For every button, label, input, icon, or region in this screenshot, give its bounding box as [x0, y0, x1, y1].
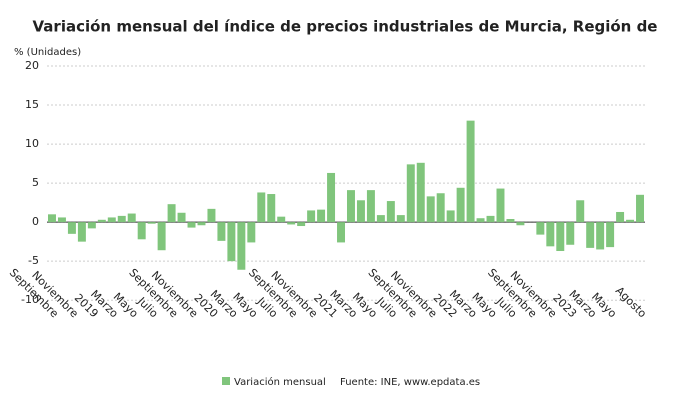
bar: [386, 201, 395, 223]
bar: [556, 222, 565, 252]
bar: [247, 222, 256, 243]
bar: [546, 222, 555, 247]
bar: [506, 219, 515, 223]
bar: [107, 217, 116, 223]
bar: [77, 222, 86, 242]
bar: [297, 222, 306, 227]
bar: [67, 222, 76, 234]
bar: [536, 222, 545, 235]
bar: [127, 213, 136, 223]
bar: [257, 192, 266, 223]
chart-title: Variación mensual del índice de precios …: [33, 18, 658, 36]
bar: [446, 210, 455, 223]
y-tick-label: 20: [25, 59, 39, 72]
bar: [516, 222, 525, 226]
bar: [616, 211, 625, 223]
bar: [566, 222, 575, 245]
bar: [267, 194, 276, 223]
bar: [237, 222, 246, 270]
bar: [396, 215, 405, 223]
bar: [456, 187, 465, 223]
bar: [327, 172, 336, 223]
bar: [207, 208, 216, 223]
y-tick-label: -5: [28, 254, 39, 267]
bar: [586, 222, 595, 248]
bar: [496, 188, 505, 223]
bar: [636, 194, 645, 223]
bar: [376, 215, 385, 223]
bar: [317, 209, 326, 223]
legend-swatch: [222, 377, 230, 385]
y-axis-label: % (Unidades): [14, 47, 81, 58]
bar: [436, 193, 445, 223]
bar: [337, 222, 346, 243]
bar: [346, 190, 355, 223]
y-tick-label: 0: [32, 215, 39, 228]
bar: [57, 217, 66, 223]
bar: [117, 215, 126, 223]
bar: [227, 222, 236, 262]
bar: [366, 190, 375, 223]
bar: [87, 222, 96, 229]
bar: [177, 212, 186, 223]
bar: [277, 216, 286, 223]
source: Fuente: INE, www.epdata.es: [340, 377, 480, 388]
bar: [426, 196, 435, 223]
bar: [626, 219, 635, 223]
y-tick-label: 5: [32, 176, 39, 189]
bar: [97, 219, 106, 223]
legend-label: Variación mensual: [234, 376, 326, 388]
bar: [217, 222, 226, 241]
bar: [167, 204, 176, 223]
bar: [606, 222, 615, 248]
bar: [47, 214, 56, 223]
bar: [356, 200, 365, 223]
bar: [466, 120, 475, 223]
bar: [187, 222, 196, 228]
bar: [416, 162, 425, 223]
x-tick-label: Agosto: [613, 284, 649, 320]
bar: [197, 222, 206, 226]
bar: [576, 200, 585, 223]
bar: [596, 222, 605, 250]
bar: [307, 210, 316, 223]
bar: [137, 222, 146, 240]
bar: [157, 222, 166, 251]
y-tick-label: 10: [25, 137, 39, 150]
y-tick-label: 15: [25, 98, 39, 111]
bar: [406, 164, 415, 223]
bar: [476, 218, 485, 223]
y-tick-label: -10: [21, 293, 39, 306]
bar: [486, 215, 495, 223]
bar: [287, 222, 296, 225]
bar: [147, 222, 156, 224]
